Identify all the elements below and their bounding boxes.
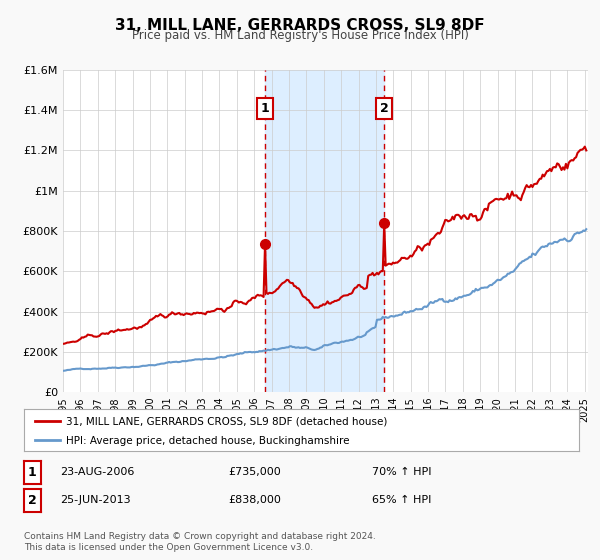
- Text: Contains HM Land Registry data © Crown copyright and database right 2024.: Contains HM Land Registry data © Crown c…: [24, 532, 376, 541]
- Text: 2: 2: [28, 494, 37, 507]
- Text: HPI: Average price, detached house, Buckinghamshire: HPI: Average price, detached house, Buck…: [65, 436, 349, 446]
- Text: This data is licensed under the Open Government Licence v3.0.: This data is licensed under the Open Gov…: [24, 543, 313, 552]
- Text: 2: 2: [380, 102, 389, 115]
- Text: 70% ↑ HPI: 70% ↑ HPI: [372, 466, 431, 477]
- Text: 31, MILL LANE, GERRARDS CROSS, SL9 8DF (detached house): 31, MILL LANE, GERRARDS CROSS, SL9 8DF (…: [65, 417, 387, 426]
- Text: Price paid vs. HM Land Registry's House Price Index (HPI): Price paid vs. HM Land Registry's House …: [131, 29, 469, 42]
- Text: £838,000: £838,000: [228, 494, 281, 505]
- Text: 31, MILL LANE, GERRARDS CROSS, SL9 8DF: 31, MILL LANE, GERRARDS CROSS, SL9 8DF: [115, 18, 485, 33]
- Text: £735,000: £735,000: [228, 466, 281, 477]
- Text: 65% ↑ HPI: 65% ↑ HPI: [372, 494, 431, 505]
- Bar: [265, 70, 384, 392]
- Text: 1: 1: [261, 102, 270, 115]
- Text: 1: 1: [28, 466, 37, 479]
- Text: 23-AUG-2006: 23-AUG-2006: [60, 466, 134, 477]
- Text: 25-JUN-2013: 25-JUN-2013: [60, 494, 131, 505]
